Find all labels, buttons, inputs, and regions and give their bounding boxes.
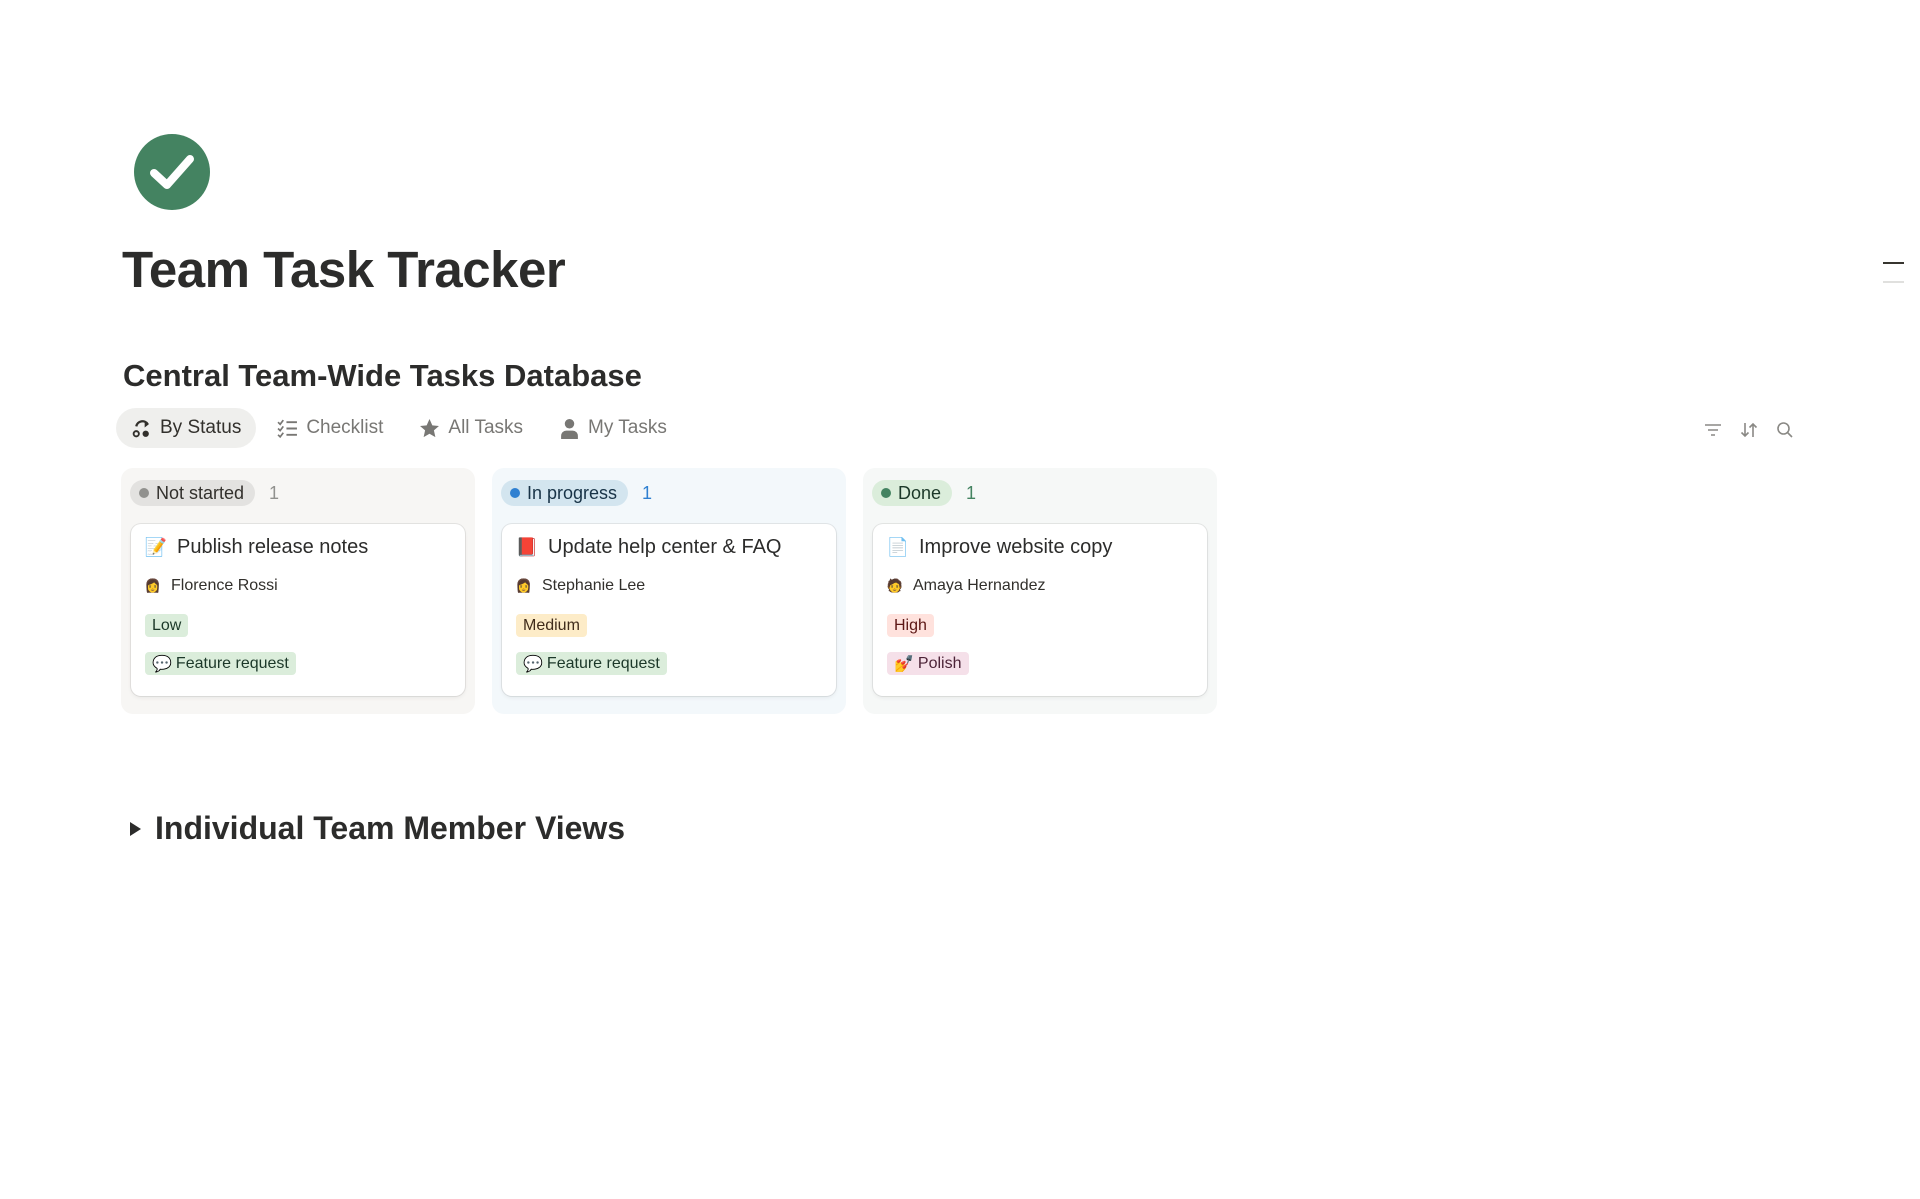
- card-title: Improve website copy: [919, 536, 1113, 558]
- status-pill[interactable]: Not started: [130, 480, 256, 506]
- group-count: 1: [642, 482, 653, 503]
- priority-tag: High: [887, 614, 934, 637]
- card-title-row: 📄 Improve website copy: [887, 536, 1193, 559]
- database-title[interactable]: Central Team-Wide Tasks Database: [123, 358, 642, 393]
- type-label: Feature request: [175, 654, 289, 672]
- avatar: 👩: [144, 578, 162, 593]
- group-header: In progress 1: [501, 480, 836, 506]
- assignee-name: Amaya Hernandez: [913, 577, 1046, 594]
- checklist-icon: [277, 419, 298, 438]
- card-title-row: 📝 Publish release notes: [145, 536, 451, 559]
- card-title: Publish release notes: [177, 536, 369, 558]
- star-icon: [420, 418, 440, 437]
- status-pill[interactable]: In progress: [501, 480, 629, 506]
- status-label: In progress: [527, 482, 618, 503]
- outline-line-icon[interactable]: [1883, 281, 1904, 283]
- card-title: Update help center & FAQ: [548, 536, 782, 558]
- type-tag: 💅 Polish: [887, 652, 969, 675]
- toggle-triangle-icon[interactable]: [130, 821, 141, 836]
- status-dot-icon: [881, 488, 891, 498]
- status-dot-icon: [510, 488, 520, 498]
- status-pill[interactable]: Done: [872, 480, 953, 506]
- toggle-heading-text: Individual Team Member Views: [155, 810, 626, 846]
- assignee-name: Stephanie Lee: [542, 577, 646, 594]
- tab-by-status[interactable]: By Status: [116, 408, 257, 448]
- type-emoji-icon: 💅: [894, 655, 914, 673]
- toggle-heading[interactable]: Individual Team Member Views: [130, 810, 625, 847]
- check-circle-icon[interactable]: [134, 134, 210, 210]
- view-toolbar: [1702, 419, 1796, 441]
- group-count: 1: [966, 482, 977, 503]
- task-card[interactable]: 📄 Improve website copy 🧑 Amaya Hernandez…: [873, 524, 1207, 696]
- outline-line-icon[interactable]: [1883, 262, 1904, 264]
- status-dot-icon: [139, 488, 149, 498]
- page-title[interactable]: Team Task Tracker: [122, 241, 566, 298]
- tab-label: By Status: [160, 417, 242, 438]
- view-tabs: By Status Checklist All Tasks My Tasks: [116, 408, 682, 448]
- tab-label: Checklist: [306, 417, 384, 438]
- avatar: 🧑: [886, 578, 904, 593]
- type-label: Feature request: [546, 654, 660, 672]
- type-tag: 💬 Feature request: [145, 652, 296, 675]
- board-column-not-started: Not started 1 📝 Publish release notes 👩 …: [121, 468, 475, 714]
- assignee: 👩 Stephanie Lee: [516, 577, 822, 595]
- type-tag: 💬 Feature request: [516, 652, 667, 675]
- task-card[interactable]: 📕 Update help center & FAQ 👩 Stephanie L…: [502, 524, 836, 696]
- board-column-done: Done 1 📄 Improve website copy 🧑 Amaya He…: [863, 468, 1217, 714]
- card-title-row: 📕 Update help center & FAQ: [516, 536, 822, 559]
- page-emoji-icon: 📄: [886, 537, 910, 557]
- assignee: 👩 Florence Rossi: [145, 577, 451, 595]
- group-header: Done 1: [872, 480, 1207, 506]
- page-emoji-icon: 📝: [144, 537, 168, 557]
- type-emoji-icon: 💬: [523, 655, 543, 673]
- assignee-name: Florence Rossi: [171, 577, 278, 594]
- priority-tag: Medium: [516, 614, 587, 637]
- group-count: 1: [269, 482, 280, 503]
- board-column-in-progress: In progress 1 📕 Update help center & FAQ…: [492, 468, 846, 714]
- tab-all-tasks[interactable]: All Tasks: [404, 408, 538, 448]
- assignee: 🧑 Amaya Hernandez: [887, 577, 1193, 595]
- priority-tag: Low: [145, 614, 189, 637]
- status-label: Not started: [156, 482, 245, 503]
- tab-my-tasks[interactable]: My Tasks: [544, 408, 682, 448]
- board-icon: [132, 419, 149, 437]
- page-emoji-icon: 📕: [515, 537, 539, 557]
- person-icon: [561, 418, 578, 439]
- tab-label: My Tasks: [588, 417, 667, 438]
- type-emoji-icon: 💬: [152, 655, 172, 673]
- search-icon[interactable]: [1774, 419, 1796, 441]
- avatar: 👩: [515, 578, 533, 593]
- tab-checklist[interactable]: Checklist: [262, 408, 398, 448]
- filter-icon[interactable]: [1702, 419, 1724, 441]
- sort-icon[interactable]: [1738, 419, 1760, 441]
- type-label: Polish: [917, 654, 962, 672]
- status-label: Done: [898, 482, 942, 503]
- group-header: Not started 1: [130, 480, 465, 506]
- tab-label: All Tasks: [448, 417, 524, 438]
- task-card[interactable]: 📝 Publish release notes 👩 Florence Rossi…: [131, 524, 465, 696]
